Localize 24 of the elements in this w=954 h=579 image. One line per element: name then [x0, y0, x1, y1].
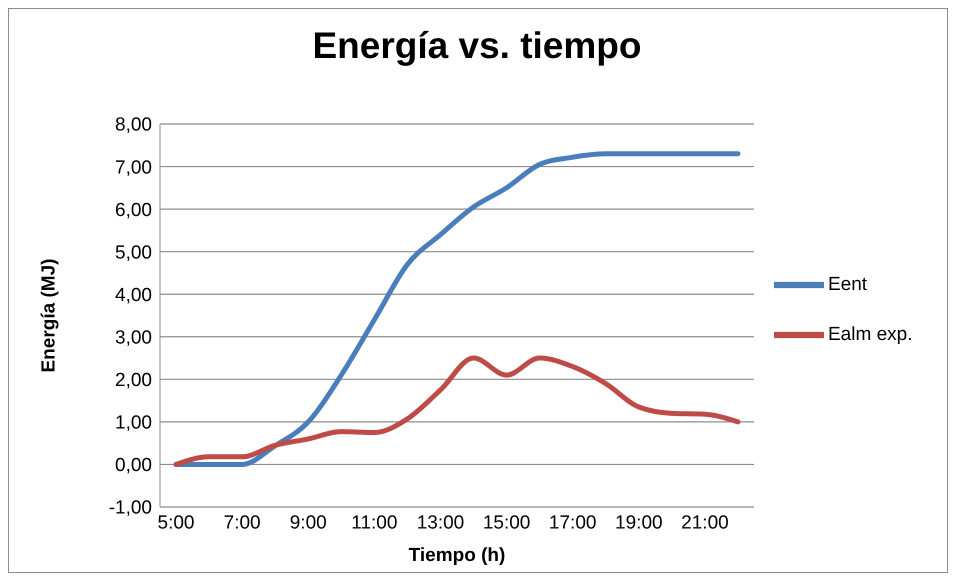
- chart-title: Energía vs. tiempo: [312, 25, 642, 67]
- y-tick-label: 8,00: [115, 114, 152, 136]
- y-tick-label: 7,00: [115, 157, 152, 178]
- x-tick-label: 21:00: [681, 512, 729, 534]
- x-tick-label: 13:00: [416, 512, 464, 534]
- x-tick-label: 19:00: [615, 512, 663, 534]
- x-tick-label: 15:00: [482, 512, 530, 534]
- y-tick-label: 2,00: [115, 370, 152, 392]
- y-tick-label: 5,00: [115, 242, 152, 264]
- x-tick-label: 7:00: [224, 512, 261, 534]
- legend-label: Eent: [828, 274, 868, 295]
- x-tick-label: 11:00: [351, 512, 398, 534]
- y-tick-label: 6,00: [115, 200, 152, 221]
- y-axis-title: Energía (MJ): [38, 258, 60, 373]
- y-tick-label: 3,00: [115, 328, 152, 349]
- y-tick-label: -1,00: [108, 498, 152, 519]
- legend-label: Ealm exp.: [828, 324, 912, 345]
- y-tick-label: 0,00: [115, 455, 152, 476]
- x-tick-label: 5:00: [158, 512, 194, 534]
- x-axis-title: Tiempo (h): [408, 545, 506, 566]
- x-tick-label: 17:00: [548, 512, 596, 534]
- y-tick-label: 1,00: [115, 412, 152, 434]
- y-tick-label: 4,00: [115, 284, 152, 306]
- x-tick-label: 9:00: [290, 512, 327, 534]
